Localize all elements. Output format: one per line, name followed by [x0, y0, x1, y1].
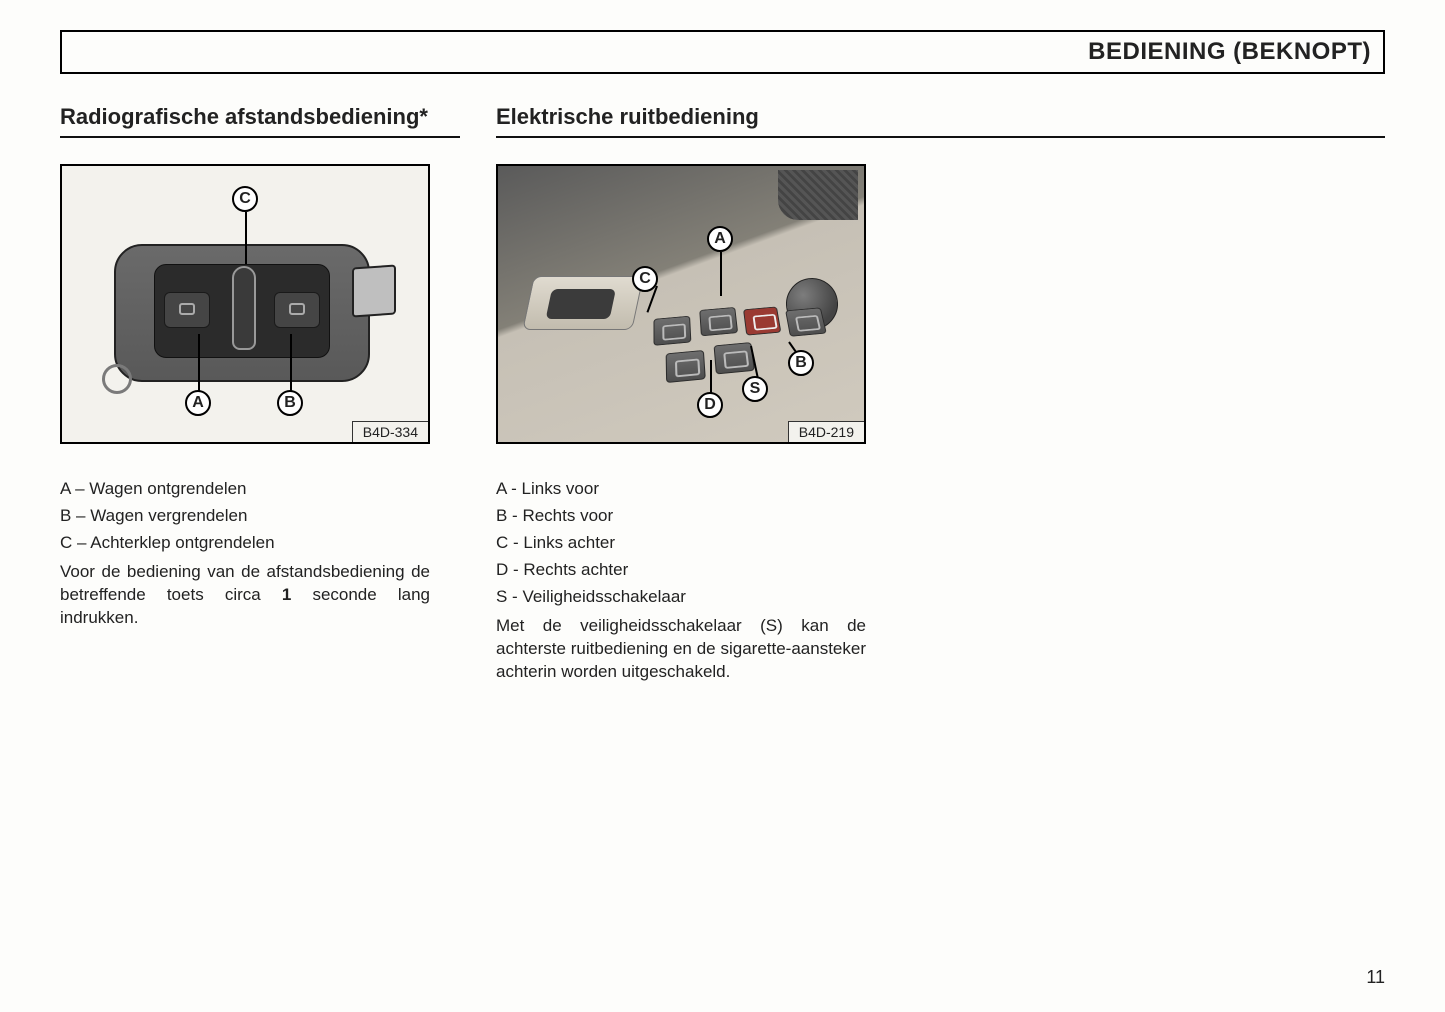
page-number: 11 [1366, 967, 1385, 988]
left-paragraph: Voor de bediening van de afstandsbedieni… [60, 561, 430, 630]
callout-a: A [185, 390, 211, 416]
switch-row2-left [666, 350, 706, 383]
left-rule [60, 136, 460, 138]
figure-remote-id: B4D-334 [352, 421, 428, 442]
legend-b: B – Wagen vergrendelen [60, 505, 430, 528]
switch-a [699, 307, 738, 336]
keyfob-car-icon [232, 266, 256, 350]
callout-d: D [697, 392, 723, 418]
door-handle [522, 276, 643, 330]
leader-a [198, 334, 200, 392]
figure-window-controls: A C B S D B4D-219 [496, 164, 866, 444]
speaker-grille [778, 170, 858, 220]
switch-c [654, 316, 692, 346]
switch-d [714, 342, 755, 374]
keyfob-unlock-button [164, 292, 210, 328]
callout-s: S [742, 376, 768, 402]
right-column: A C B S D B4D-219 A - Links voor B - Rec… [496, 144, 896, 688]
callout-b: B [277, 390, 303, 416]
legend-s2: S - Veiligheidsschakelaar [496, 586, 866, 609]
leader-b [290, 334, 292, 392]
right-column-header: Elektrische ruitbediening [496, 74, 896, 132]
callout-a2: A [707, 226, 733, 252]
section-header-text: BEDIENING (BEKNOPT) [1088, 38, 1371, 65]
left-title: Radiografische afstandsbediening* [60, 74, 460, 132]
legend-d2: D - Rechts achter [496, 559, 866, 582]
section-header: BEDIENING (BEKNOPT) [60, 30, 1385, 74]
right-body: A - Links voor B - Rechts voor C - Links… [496, 478, 866, 684]
legend-b2: B - Rechts voor [496, 505, 866, 528]
legend-c: C – Achterklep ontgrendelen [60, 532, 430, 555]
callout-c2: C [632, 266, 658, 292]
legend-a2: A - Links voor [496, 478, 866, 501]
callout-c: C [232, 186, 258, 212]
legend-c2: C - Links achter [496, 532, 866, 555]
keyfob-lock-button [274, 292, 320, 328]
switch-b [785, 307, 827, 336]
left-body: A – Wagen ontgrendelen B – Wagen vergren… [60, 478, 430, 630]
right-rule [496, 136, 1385, 138]
leader-c [245, 212, 247, 264]
left-column-header: Radiografische afstandsbediening* [60, 74, 460, 138]
legend-a: A – Wagen ontgrendelen [60, 478, 430, 501]
left-column: C A B B4D-334 A – Wagen ontgrendelen B –… [60, 144, 460, 688]
keyfob-ring [102, 364, 132, 394]
switch-s [743, 306, 781, 335]
figure-remote: C A B B4D-334 [60, 164, 430, 444]
right-title: Elektrische ruitbediening [496, 74, 896, 132]
leader-d [710, 360, 712, 394]
figure-window-id: B4D-219 [788, 421, 864, 442]
leader-a2 [720, 252, 722, 296]
right-paragraph: Met de veiligheidsschakelaar (S) kan de … [496, 615, 866, 684]
callout-b2: B [788, 350, 814, 376]
